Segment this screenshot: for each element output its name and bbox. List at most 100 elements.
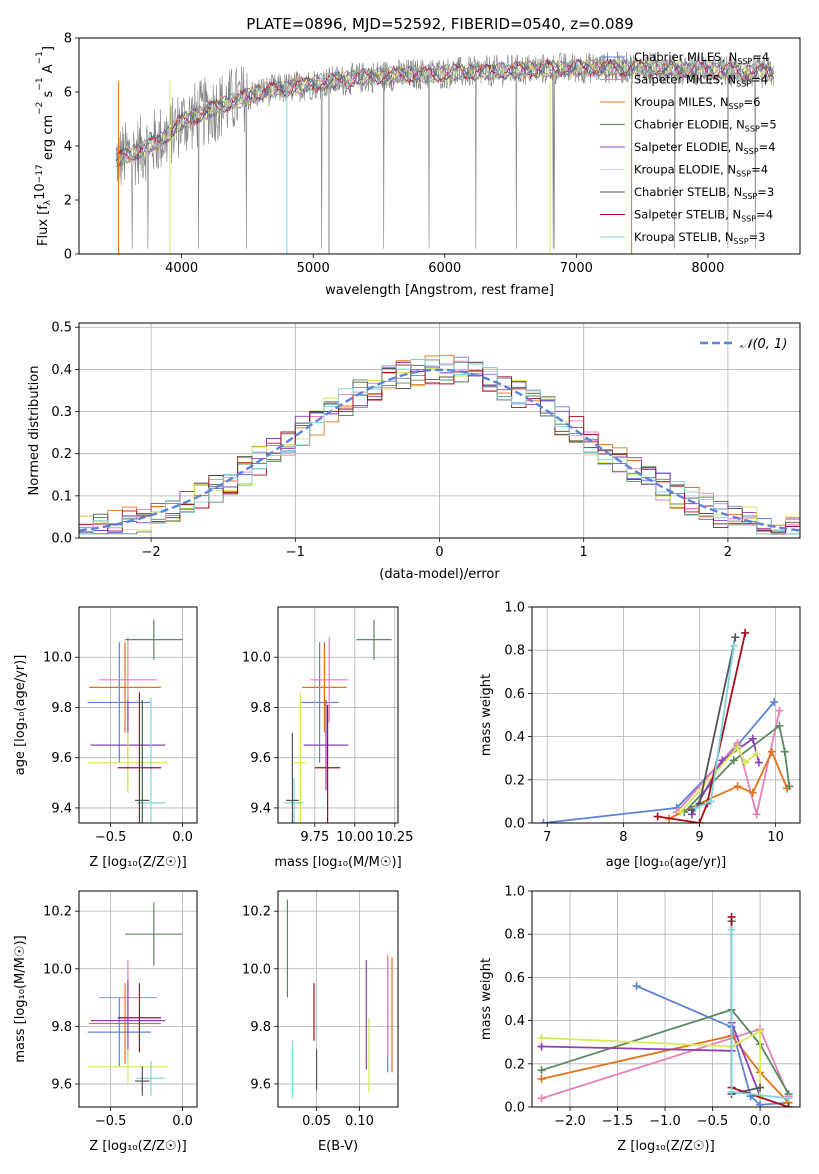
y-axis-label-part: −17 bbox=[35, 164, 45, 183]
y-tick-label: 8 bbox=[64, 32, 72, 47]
spectrum-model-line bbox=[115, 57, 775, 162]
mass-weight-marker bbox=[767, 747, 776, 756]
errorbar-point bbox=[300, 642, 339, 763]
mass-weight-marker bbox=[731, 633, 740, 642]
x-axis-label: age [log₁₀(age/yr)] bbox=[606, 855, 727, 870]
mass-weight-line bbox=[679, 745, 758, 813]
mass-weight-marker bbox=[741, 758, 750, 767]
y-axis-label-part: 10 bbox=[33, 183, 48, 200]
y-axis-label-part: s bbox=[41, 90, 56, 101]
y-tick-label: 10.0 bbox=[43, 962, 72, 977]
errorbar-point bbox=[117, 692, 162, 823]
mass-weight-line bbox=[676, 710, 781, 815]
y-tick-label: 0.8 bbox=[504, 644, 525, 659]
residual-histogram bbox=[79, 359, 800, 535]
mass-weight-marker bbox=[676, 808, 685, 817]
mass-weight-marker bbox=[784, 1103, 793, 1107]
y-tick-label: 6 bbox=[64, 86, 72, 101]
errorbar-point bbox=[284, 777, 304, 823]
x-axis-label: Z [log₁₀(Z/Z☉)] bbox=[89, 855, 186, 870]
y-tick-label: 0.0 bbox=[51, 532, 72, 547]
mass-weight-marker bbox=[537, 1074, 546, 1083]
errorbar-point bbox=[89, 983, 162, 1064]
x-tick-label: −1 bbox=[286, 545, 305, 560]
x-tick-label: 0.10 bbox=[345, 1114, 374, 1129]
residuals-plot-area bbox=[79, 354, 800, 535]
y-axis-label: Normed distribution bbox=[27, 366, 42, 496]
mass-weight-marker bbox=[733, 743, 742, 752]
mass-weight-marker bbox=[706, 797, 715, 806]
mass-weight-marker bbox=[748, 788, 757, 797]
errorbar-point bbox=[286, 732, 299, 823]
y-tick-label: 9.6 bbox=[250, 1077, 271, 1092]
spectrum-model-line bbox=[115, 57, 775, 162]
legend-subscript: SSP bbox=[729, 102, 744, 111]
x-tick-label: 8 bbox=[619, 830, 627, 845]
legend-subscript: SSP bbox=[736, 170, 751, 179]
errorbar-point bbox=[314, 704, 341, 823]
x-tick-label: −0.5 bbox=[697, 1114, 729, 1129]
x-tick-label: 9.75 bbox=[300, 830, 329, 845]
y-tick-label: 0.2 bbox=[504, 773, 525, 788]
spectrum-model-line bbox=[115, 58, 774, 165]
mass-weight-marker bbox=[537, 1066, 546, 1075]
spectrum-plot-area bbox=[115, 51, 775, 254]
mass-weight-marker bbox=[539, 819, 548, 823]
y-tick-label: 9.4 bbox=[250, 801, 271, 816]
x-axis-label: mass [log₁₀(M/M☉)] bbox=[274, 855, 401, 870]
y-tick-label: 9.8 bbox=[250, 701, 271, 716]
errorbar-point bbox=[302, 642, 347, 733]
y-tick-label: 0.6 bbox=[504, 971, 525, 986]
x-tick-label: 0 bbox=[435, 545, 443, 560]
age_vs_mass-plot-area bbox=[284, 619, 392, 823]
errorbar-point bbox=[87, 1049, 169, 1084]
x-tick-label: 8000 bbox=[691, 261, 724, 276]
y-tick-label: 0.4 bbox=[504, 1014, 525, 1029]
legend-subscript: SSP bbox=[745, 125, 760, 134]
legend-value: =4 bbox=[751, 163, 768, 177]
x-tick-label: 10.25 bbox=[376, 830, 413, 845]
axes-frame bbox=[531, 606, 801, 824]
mass-weight-marker bbox=[775, 721, 784, 730]
legend-label: Chabrier MILES, NSSP=4 bbox=[634, 50, 769, 66]
massweight_vs_Z-plot-area bbox=[537, 912, 793, 1107]
y-tick-label: 2 bbox=[64, 194, 72, 209]
spectrum-model-line bbox=[115, 58, 774, 162]
mass-weight-marker bbox=[748, 734, 757, 743]
x-axis-label: Z [log₁₀(Z/Z☉)] bbox=[89, 1139, 186, 1154]
x-axis-label: wavelength [Angstrom, rest frame] bbox=[325, 283, 554, 298]
y-tick-label: 0 bbox=[64, 248, 72, 263]
legend-subscript: SSP bbox=[744, 147, 759, 156]
errorbar-point bbox=[87, 997, 151, 1067]
mass-weight-marker bbox=[752, 749, 761, 758]
x-tick-label: −0.5 bbox=[95, 1114, 127, 1129]
mass-weight-marker bbox=[729, 641, 738, 650]
axes-frame bbox=[531, 890, 801, 1108]
y-axis-label-part: ] bbox=[41, 46, 56, 51]
errorbar-point bbox=[87, 642, 151, 763]
legend-label: 𝒩(0, 1) bbox=[740, 337, 787, 352]
y-tick-label: 0.4 bbox=[51, 363, 72, 378]
legend-label: Chabrier ELODIE, NSSP=5 bbox=[634, 118, 777, 134]
x-tick-label: 0.0 bbox=[172, 830, 193, 845]
x-axis-label: E(B-V) bbox=[318, 1139, 358, 1154]
legend-label: Chabrier STELIB, NSSP=3 bbox=[634, 185, 774, 201]
legend-value: =4 bbox=[759, 140, 776, 154]
errorbar-point bbox=[89, 642, 162, 733]
x-tick-label: 6000 bbox=[428, 261, 461, 276]
y-tick-label: 10.2 bbox=[43, 905, 72, 920]
y-axis-label-part: −1 bbox=[35, 77, 45, 90]
y-axis-label: mass [log₁₀(M/M☉)] bbox=[13, 935, 28, 1062]
errorbar-point bbox=[294, 692, 307, 823]
x-tick-label: 4000 bbox=[165, 261, 198, 276]
figure-title: PLATE=0896, MJD=52592, FIBERID=0540, z=0… bbox=[246, 15, 633, 33]
legend-value: =6 bbox=[744, 95, 761, 109]
residual-histogram bbox=[79, 363, 800, 531]
mass-weight-marker bbox=[727, 912, 736, 921]
errorbar-point bbox=[125, 619, 183, 660]
y-tick-label: 0.5 bbox=[51, 321, 72, 336]
mass-weight-line bbox=[541, 1034, 790, 1104]
x-tick-label: 5000 bbox=[297, 261, 330, 276]
x-tick-label: −1.5 bbox=[602, 1114, 634, 1129]
